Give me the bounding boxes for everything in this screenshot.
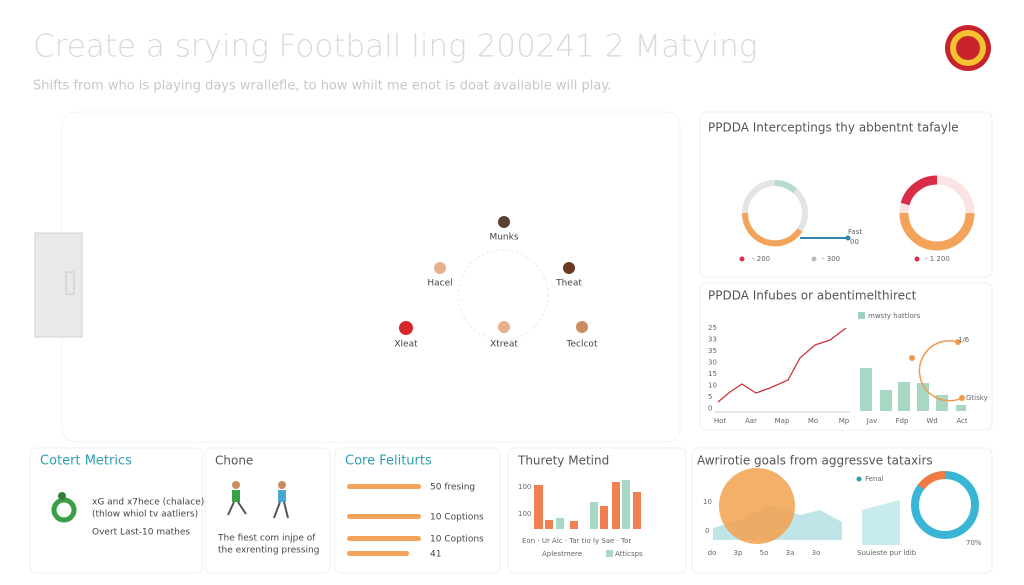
legend-swatch — [606, 550, 613, 557]
player-label: Xtreat — [490, 340, 518, 350]
panel-title: PPDDA Interceptings thy abbentnt tafayle — [708, 121, 959, 135]
donuts — [741, 175, 975, 251]
y-label: 15 — [708, 370, 717, 378]
card — [334, 447, 501, 574]
card — [699, 111, 993, 278]
arc-label: Gtisky — [966, 394, 988, 402]
arc-label: 1/6 — [958, 336, 970, 344]
player-label: Teclcot — [566, 340, 598, 350]
card — [204, 447, 331, 574]
panel-title: PPDDA Infubes or abentimelthirect — [708, 289, 917, 303]
legend-dot — [914, 256, 920, 262]
bars — [347, 484, 421, 556]
x-label: Jav — [866, 417, 878, 425]
y-label: 100 — [518, 483, 531, 491]
legend: - 1 200 — [925, 255, 950, 263]
y-label: 25 — [708, 324, 717, 332]
x-label: 5o — [760, 549, 769, 557]
player-label: Munks — [489, 233, 518, 243]
players-icon — [227, 481, 289, 519]
player-label: Xleat — [394, 340, 418, 350]
legend: Aplestmere — [542, 550, 582, 558]
x-labels: Eon · Ur Alc · Tar tio ly Sae · Tor — [522, 537, 631, 545]
subtitle: Shifts from who is playing days wrallefl… — [33, 79, 611, 94]
x-labels: do 3p 5o 3a 3o — [708, 549, 821, 557]
bar-label: 10 Coptions — [430, 535, 484, 545]
y-label: 0 — [705, 527, 709, 535]
y-label: 35 — [708, 347, 717, 355]
text: (thlow whiol tv aatliers) — [92, 510, 198, 520]
club-logo — [945, 25, 991, 71]
bars — [534, 480, 641, 529]
x-label: Mp — [839, 417, 850, 425]
y-label: 10 — [708, 382, 717, 390]
legend: mwsty hattlors — [868, 312, 921, 320]
y-label: 10 — [703, 498, 712, 506]
legend: - 200 — [752, 255, 770, 263]
text: the exrenting pressing — [218, 546, 319, 556]
y-label: 5 — [708, 393, 712, 401]
panel-title: Chone — [215, 454, 253, 468]
text: The fiest com injpe of — [217, 534, 316, 544]
x-label: 3p — [734, 549, 743, 557]
x-label: do — [708, 549, 717, 557]
text: Overt Last-10 mathes — [92, 528, 190, 538]
arc — [918, 340, 963, 402]
x-label: 3o — [812, 549, 821, 557]
x-labels: Jav Fdp Wd Act — [866, 417, 968, 425]
arc-dot — [909, 355, 915, 361]
player-label: Hacel — [427, 279, 452, 289]
y-label: 30 — [708, 359, 717, 367]
legend: Atticsps — [615, 550, 643, 558]
caption: Suuieste pur ldib — [857, 549, 917, 557]
players: Munks Hacel Theat Xleat Xtreat Teclcot — [394, 216, 598, 350]
card — [699, 282, 993, 431]
panel-title: Core Feliturts — [345, 454, 432, 469]
y-label: 100 — [518, 510, 531, 518]
arc-dot — [955, 339, 961, 345]
player-label: Theat — [555, 279, 582, 289]
line — [717, 327, 847, 403]
bubble — [719, 468, 795, 544]
title: Create a srying Football ling 200241 2 M… — [33, 29, 757, 65]
panel-title: Thurety Metind — [517, 454, 609, 468]
legend: Fenal — [865, 475, 884, 483]
y-labels: 25 33 35 30 15 10 5 0 — [708, 324, 717, 413]
donut-segment — [917, 471, 946, 490]
legend: - 300 — [822, 255, 840, 263]
x-label: Map — [775, 417, 790, 425]
pitch — [61, 111, 681, 443]
goal — [65, 271, 75, 295]
goal-box — [34, 232, 83, 338]
center-circle — [457, 249, 549, 341]
x-label: Act — [956, 417, 968, 425]
legend-dot — [811, 256, 817, 262]
legend-dot — [739, 256, 745, 262]
x-label: Wd — [926, 417, 937, 425]
tag: Fast — [848, 228, 862, 236]
icon — [51, 492, 77, 523]
bar-label: 10 Coptions — [430, 513, 484, 523]
card — [29, 447, 203, 574]
panel-title: Cotert Metrics — [40, 454, 132, 469]
x-labels: Hot Aar Map Mo Mp — [714, 417, 850, 425]
bar-label: 41 — [430, 550, 441, 560]
y-label: 0 — [708, 405, 712, 413]
bar-label: 50 fresing — [430, 483, 475, 493]
text: xG and x7hece (chalace) — [92, 498, 204, 508]
legend-swatch — [858, 312, 865, 319]
y-label: 33 — [708, 336, 717, 344]
x-label: 3a — [786, 549, 795, 557]
legend-dot — [856, 476, 862, 482]
x-label: Fdp — [896, 417, 909, 425]
area — [862, 500, 900, 545]
x-label: Hot — [714, 417, 727, 425]
x-label: Mo — [808, 417, 818, 425]
tag-value: 00 — [850, 238, 859, 246]
panel-title: Awrirotie goals from aggressve tataxirs — [697, 454, 933, 468]
arc-dot — [959, 395, 965, 401]
percentage: 70% — [966, 539, 982, 547]
x-label: Aar — [745, 417, 757, 425]
